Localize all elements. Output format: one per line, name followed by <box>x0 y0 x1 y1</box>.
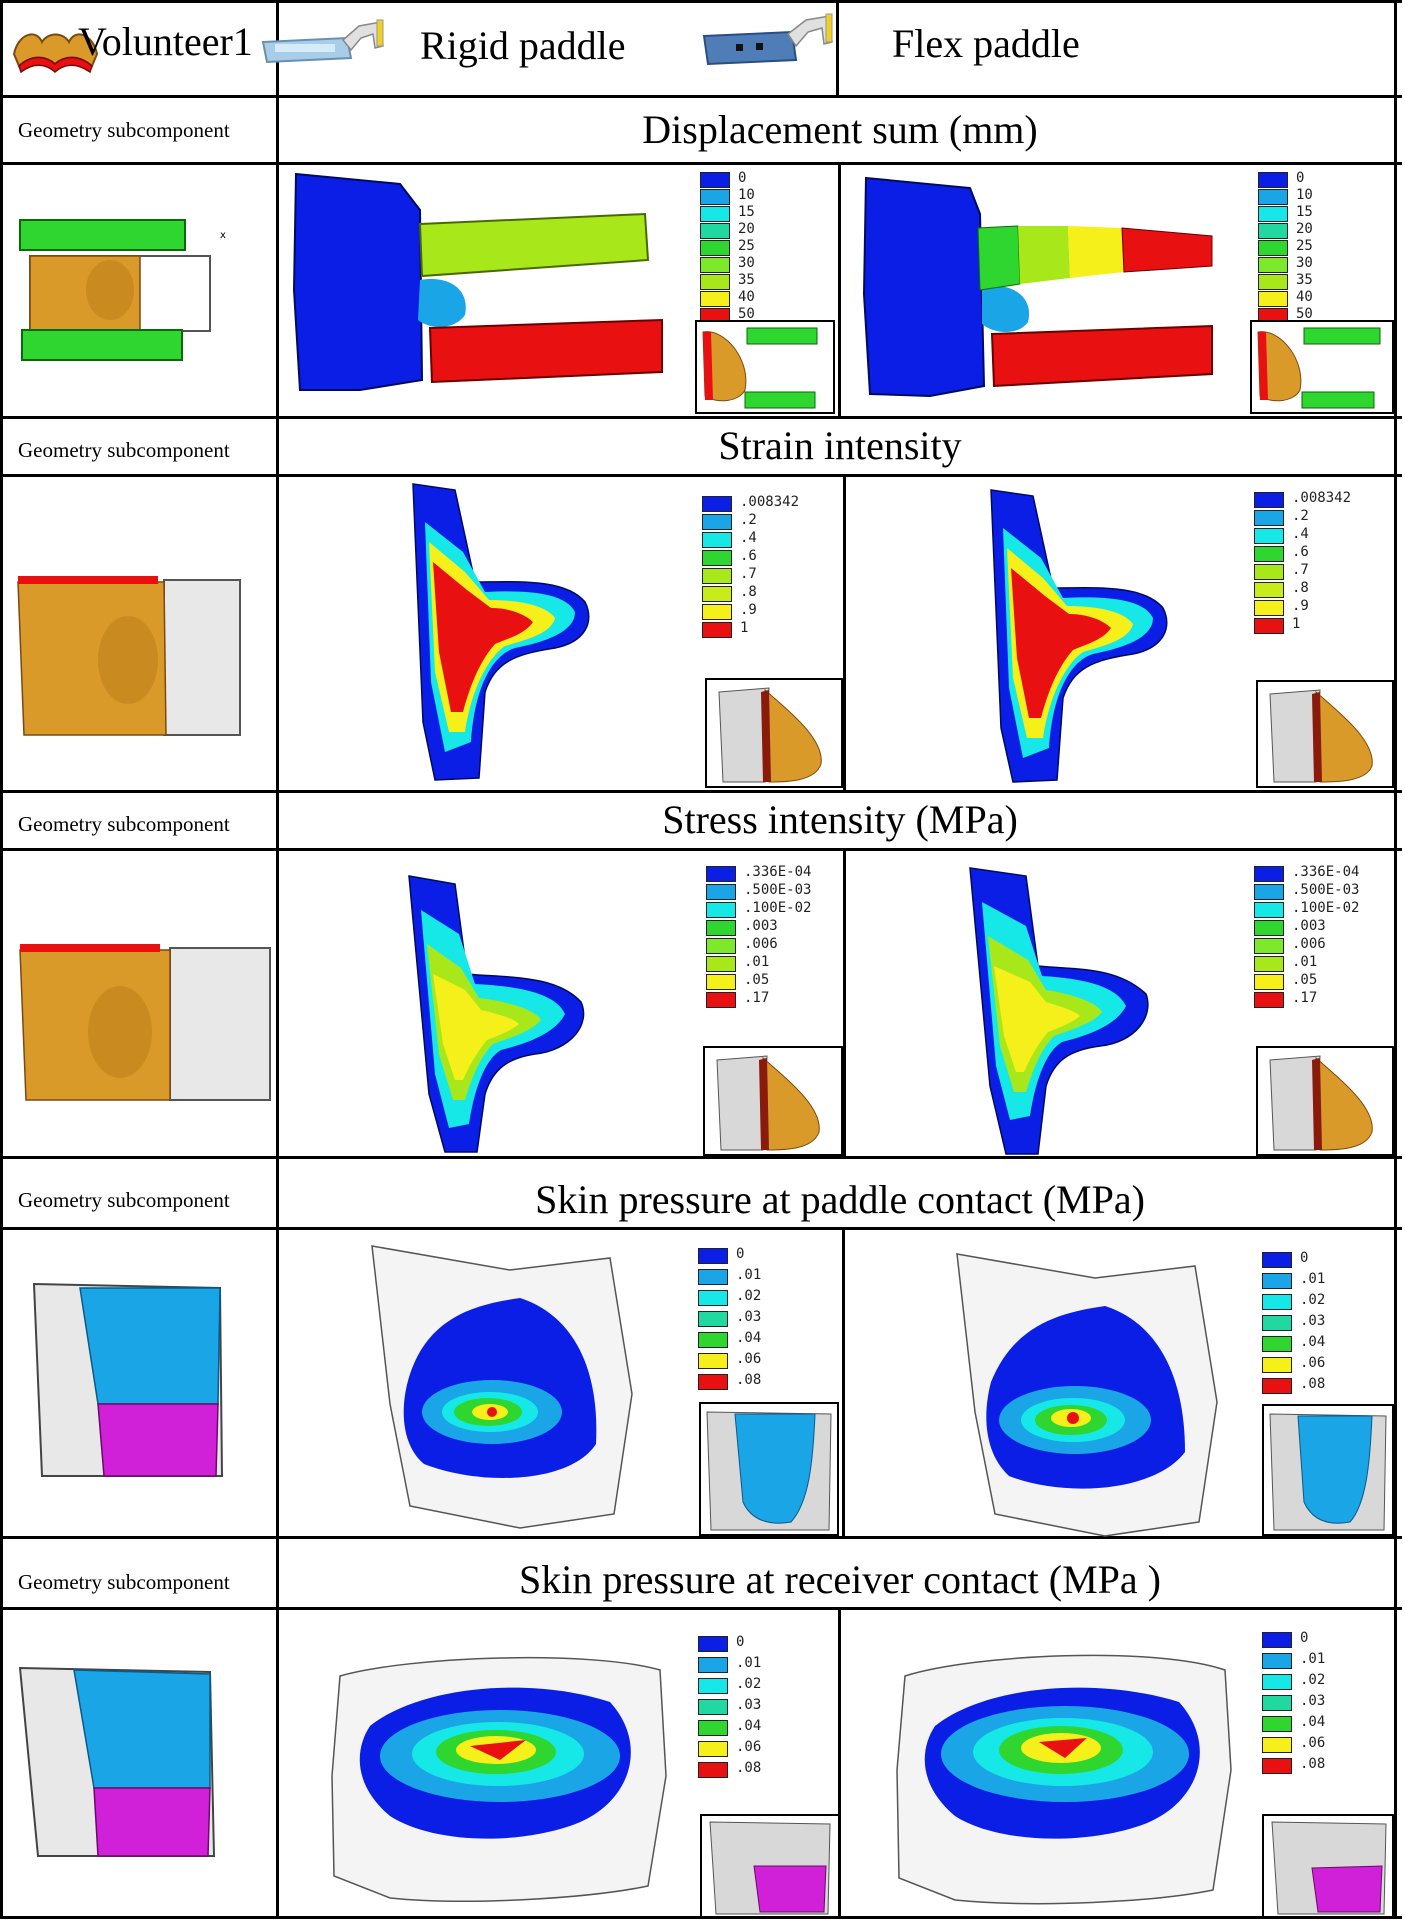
geometry-label-3: Geometry subcomponent <box>18 812 230 836</box>
rigid-stress-inset <box>703 1046 843 1156</box>
geometry-label-2: Geometry subcomponent <box>18 438 230 462</box>
section-title-stress: Stress intensity (MPa) <box>662 797 1018 842</box>
flex-paddle-pressure-inset <box>1262 1404 1394 1536</box>
rigid-receiver-pressure-inset <box>700 1814 840 1918</box>
flex-displacement-plot <box>862 176 1213 398</box>
rigid-paddle-header: Rigid paddle <box>420 23 626 68</box>
geometry-model-3 <box>19 944 271 1101</box>
geometry-label-4: Geometry subcomponent <box>18 1188 230 1212</box>
rigid-paddle-pressure-inset <box>699 1402 839 1536</box>
geometry-label-5: Geometry subcomponent <box>18 1570 230 1594</box>
section-title-receiver-pressure: Skin pressure at receiver contact (MPa ) <box>519 1557 1161 1602</box>
flex-paddle-pressure-plot <box>956 1253 1218 1537</box>
flex-receiver-pressure-plot <box>896 1654 1232 1905</box>
rigid-displacement-plot <box>292 172 663 391</box>
flex-paddle-icon <box>702 13 833 66</box>
rigid-stress-plot <box>408 875 585 1153</box>
geometry-model-4 <box>32 1282 224 1477</box>
geometry-model-5 <box>18 1666 216 1857</box>
rigid-paddle-icon <box>261 19 384 64</box>
flex-receiver-pressure-inset <box>1262 1814 1394 1918</box>
flex-strain-plot <box>990 489 1168 783</box>
flex-displacement-inset <box>1250 320 1394 414</box>
volunteer-label: Volunteer1 <box>78 19 253 64</box>
flex-stress-inset <box>1256 1046 1394 1156</box>
flex-paddle-header: Flex paddle <box>892 21 1080 66</box>
flex-stress-plot <box>969 867 1149 1155</box>
section-title-paddle-pressure: Skin pressure at paddle contact (MPa) <box>535 1177 1145 1222</box>
section-title-strain: Strain intensity <box>718 423 962 468</box>
rigid-receiver-pressure-plot <box>331 1656 667 1902</box>
geometry-label-1: Geometry subcomponent <box>18 118 230 142</box>
section-title-displacement: Displacement sum (mm) <box>642 107 1038 152</box>
flex-strain-inset <box>1256 680 1394 788</box>
breast-icon <box>12 33 99 74</box>
rigid-strain-plot <box>412 483 590 781</box>
rigid-strain-inset <box>705 678 843 788</box>
geometry-model-2 <box>17 576 241 736</box>
geometry-model-1: x <box>19 219 226 361</box>
rigid-displacement-inset <box>695 320 835 414</box>
svg-text:x: x <box>220 230 226 241</box>
rigid-paddle-pressure-plot <box>371 1245 633 1529</box>
